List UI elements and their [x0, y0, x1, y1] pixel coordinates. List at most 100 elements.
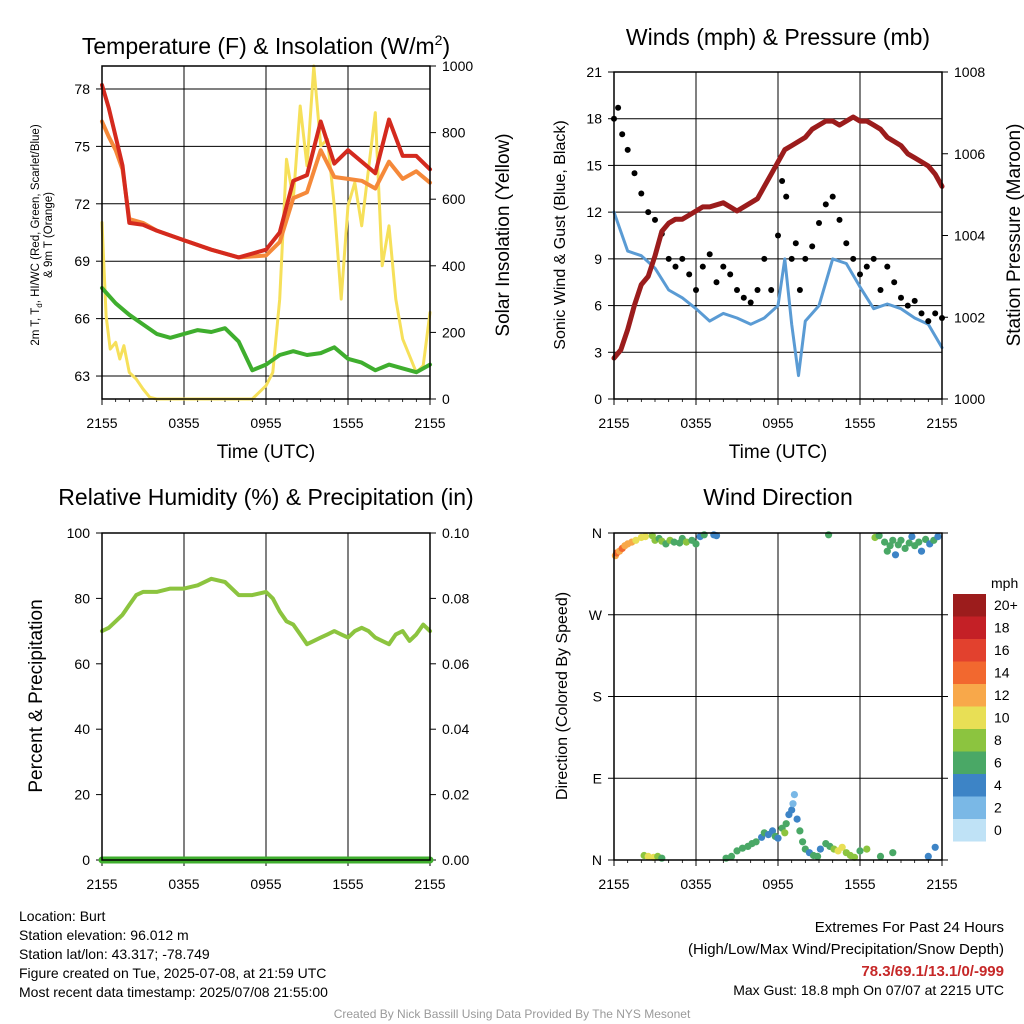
y-tick-label: 78	[74, 81, 90, 97]
gust-point	[816, 220, 822, 226]
station-elevation: Station elevation: 96.012 m	[19, 927, 189, 943]
plot-border	[101, 65, 431, 400]
direction-point	[790, 791, 799, 799]
direction-point	[788, 806, 796, 814]
colorbar-swatch	[953, 661, 986, 684]
right-tick-label: 1004	[954, 228, 985, 244]
gust-point	[652, 216, 658, 223]
y-tick-label: 20	[74, 787, 90, 803]
direction-point	[682, 538, 691, 546]
direction-point	[901, 544, 909, 553]
y-tick-label: 63	[74, 368, 90, 384]
direction-point	[789, 800, 797, 808]
direction-point	[644, 852, 652, 861]
y-tick-label: 21	[586, 64, 602, 80]
temperature-panel-title: Temperature (F) & Insolation (W/m2)	[82, 32, 450, 59]
right-tick-label: 400	[442, 258, 466, 274]
dewpoint-line	[100, 286, 432, 375]
direction-point	[876, 852, 885, 861]
humidity-plot: 2155 0355 0955 1555 2155 0 20 40 60 80 100 0.00 0.02…	[67, 525, 470, 892]
right-tick-label: 1006	[954, 146, 985, 162]
x-tick-label: 2155	[86, 876, 117, 892]
gust-point	[693, 287, 699, 293]
direction-point	[897, 536, 905, 544]
gust-point	[850, 255, 857, 262]
direction-point	[856, 847, 864, 855]
colorbar-label: 0	[994, 822, 1002, 838]
y-tick-label: W	[589, 607, 603, 623]
right-tick-label: 1002	[954, 309, 985, 325]
gust-point	[884, 263, 891, 270]
colorbar-swatch	[953, 706, 986, 729]
colorbar-label: 10	[994, 710, 1010, 726]
winds-right-axis-label: Station Pressure (Maroon)	[1004, 124, 1024, 347]
winds-panel-title: Winds (mph) & Pressure (mb)	[626, 24, 930, 50]
direction-point	[908, 533, 916, 541]
wind-direction-panel-title: Wind Direction	[703, 484, 853, 510]
colorbar-swatch	[953, 729, 986, 752]
y-tick-label: S	[593, 689, 602, 705]
gust-point	[768, 287, 775, 293]
direction-point	[917, 547, 926, 555]
winds-plot: 2155 0355 0955 1555 2155 0 3 6 9 12 15 18 21 1000 1002…	[586, 64, 985, 431]
extremes-subtitle: (High/Low/Max Wind/Precipitation/Snow De…	[688, 941, 1004, 958]
recent-timestamp: Most recent data timestamp: 2025/07/08 2…	[19, 984, 328, 1000]
y-tick-label: 12	[586, 204, 602, 220]
direction-point	[915, 538, 923, 546]
direction-point	[905, 539, 913, 547]
direction-point	[781, 829, 789, 837]
direction-point	[799, 838, 807, 846]
y-tick-label: 75	[74, 138, 90, 154]
y-tick-label: 40	[74, 721, 90, 737]
temp-y-axis-label: 2m T, Td, HI/WC (Red, Green, Scarlet/Blu…	[30, 124, 44, 345]
temp-right-axis-label: Solar Insolation (Yellow)	[493, 133, 514, 336]
gust-point	[686, 271, 693, 278]
right-tick-label: 0.02	[442, 787, 469, 803]
colorbar-label: 6	[994, 755, 1002, 771]
x-tick-label: 2155	[598, 876, 629, 892]
gust-point	[734, 287, 740, 293]
temp-x-axis-label: Time (UTC)	[217, 442, 316, 463]
colorbar-swatch	[953, 796, 986, 819]
x-tick-label: 0355	[168, 415, 199, 431]
gust-point	[713, 279, 720, 286]
gust-point	[857, 271, 863, 278]
gust-point	[779, 178, 786, 184]
right-tick-label: 0.10	[442, 525, 469, 541]
x-tick-label: 0955	[250, 876, 281, 892]
right-tick-label: 1008	[954, 64, 985, 80]
gust-point	[809, 243, 816, 250]
direction-point	[727, 852, 736, 861]
colorbar-swatch	[953, 616, 986, 639]
colorbar-swatch	[953, 819, 986, 842]
rh-panel-title: Relative Humidity (%) & Precipitation (i…	[58, 484, 473, 510]
y-tick-label: 66	[74, 311, 90, 327]
max-gust: Max Gust: 18.8 mph On 07/07 at 2215 UTC	[733, 982, 1004, 998]
direction-point	[889, 849, 897, 857]
x-tick-label: 2155	[86, 415, 117, 431]
colorbar-swatch	[953, 639, 986, 662]
colorbar-label: 8	[994, 732, 1002, 748]
winds-y-axis-label: Sonic Wind & Gust (Blue, Black)	[552, 120, 569, 349]
colorbar-label: 12	[994, 687, 1010, 703]
direction-point	[886, 542, 894, 550]
gust-point	[747, 299, 754, 306]
pressure-line	[611, 114, 945, 361]
y-tick-label: 0	[82, 852, 90, 868]
direction-point	[782, 820, 790, 828]
direction-point	[816, 845, 825, 853]
y-tick-label: 69	[74, 253, 90, 269]
gust-point	[740, 294, 747, 301]
t2m-line	[100, 83, 432, 260]
direction-point	[774, 834, 782, 842]
gust-point	[904, 302, 911, 309]
direction-point	[768, 827, 777, 835]
x-tick-label: 1555	[332, 876, 363, 892]
plot-border	[101, 532, 431, 861]
direction-point	[838, 843, 846, 851]
x-tick-label: 0355	[680, 876, 711, 892]
direction-point	[733, 847, 741, 855]
direction-point	[712, 532, 721, 540]
gust-point	[863, 263, 870, 270]
extremes-title: Extremes For Past 24 Hours	[814, 919, 1004, 936]
